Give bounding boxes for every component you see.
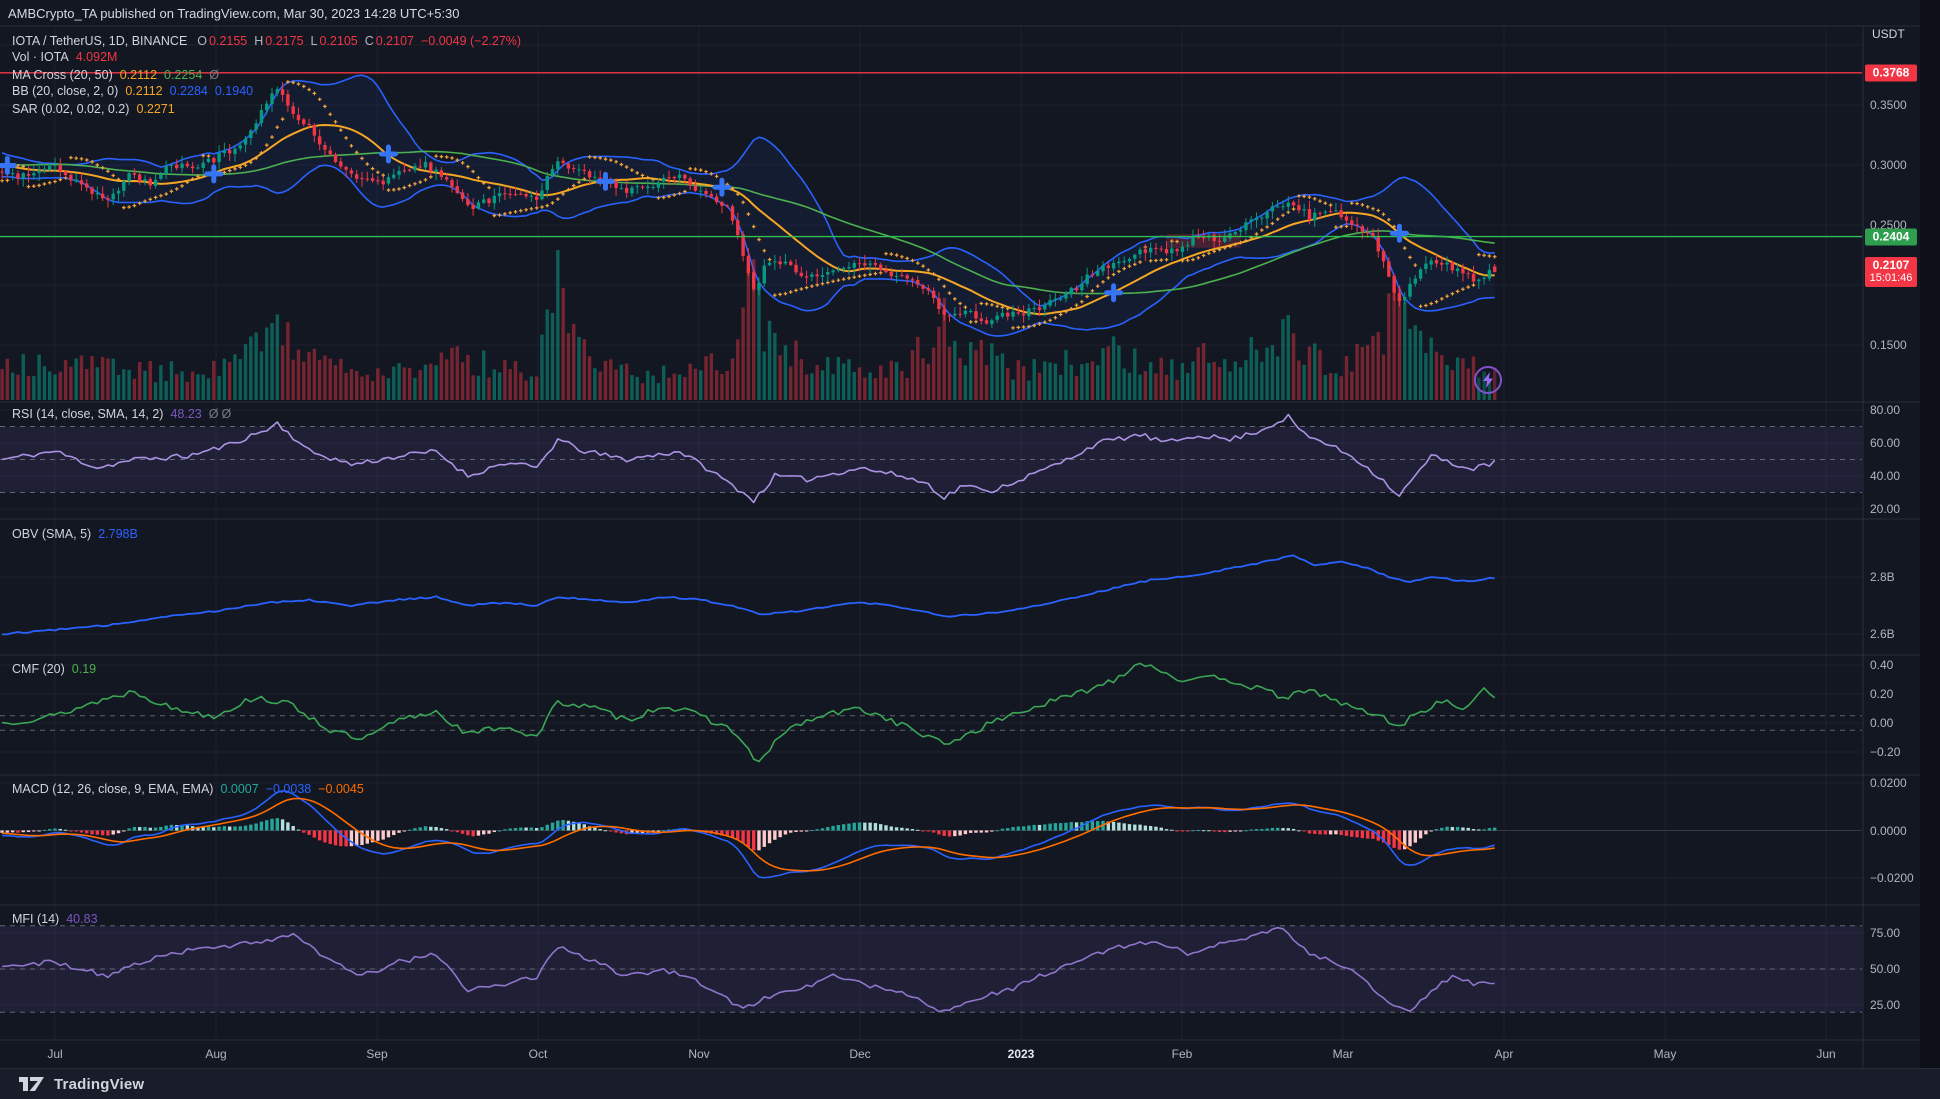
legend-segment: 0.2271	[136, 102, 175, 116]
legend-bollinger-row[interactable]: BB (20, close, 2, 0) 0.2112 0.2284 0.1940	[12, 83, 260, 99]
time-axis-label: Dec	[849, 1047, 871, 1061]
axis-tick-label: 0.40	[1870, 658, 1894, 672]
legend-segment: L	[310, 34, 318, 48]
legend-segment: 0.2105	[319, 34, 358, 48]
legend-segment: CMF (20)	[12, 662, 65, 676]
attribution-text: AMBCrypto_TA published on TradingView.co…	[8, 5, 460, 21]
legend-segment: SAR (0.02, 0.02, 0.2)	[12, 102, 130, 116]
legend-ma-cross-row[interactable]: MA Cross (20, 50) 0.2112 0.2254 Ø	[12, 67, 226, 83]
time-axis-label: Jun	[1816, 1047, 1836, 1061]
legend-segment: Ø	[221, 407, 232, 421]
legend-segment: O	[197, 34, 208, 48]
legend-volume-row[interactable]: Vol · IOTA 4.092M	[12, 49, 124, 65]
legend-segment: 0.2112	[125, 84, 163, 98]
legend-segment: IOTA / TetherUS, 1D, BINANCE	[12, 34, 188, 48]
axis-tick-label: 0.1500	[1870, 338, 1907, 352]
legend-segment: 0.2254	[164, 68, 203, 82]
right-margin	[1920, 0, 1940, 1068]
legend-segment: MACD (12, 26, close, 9, EMA, EMA)	[12, 782, 214, 796]
axis-tick-label: 0.0200	[1870, 776, 1907, 790]
legend-segment: 0.1940	[214, 84, 254, 98]
time-axis-label: Nov	[688, 1047, 710, 1061]
legend-segment: 0.2112	[119, 68, 158, 82]
legend-segment: MFI (14)	[12, 912, 60, 926]
legend-sar-row[interactable]: SAR (0.02, 0.02, 0.2) 0.2271	[12, 101, 182, 117]
legend-segment: 48.23	[170, 407, 202, 421]
legend-segment: C	[364, 34, 374, 48]
axis-tick-label: 50.00	[1870, 962, 1901, 976]
legend-cmf-row[interactable]: CMF (20) 0.19	[12, 661, 103, 677]
legend-macd-row[interactable]: MACD (12, 26, close, 9, EMA, EMA) 0.0007−…	[12, 781, 371, 797]
price-badge-alert: 0.2404	[1865, 228, 1917, 246]
time-axis-label: Sep	[366, 1047, 388, 1061]
footer-bar: TradingView	[0, 1068, 1940, 1099]
time-axis-label: Jul	[47, 1047, 63, 1061]
legend-segment: 40.83	[66, 912, 98, 926]
lightning-icon	[1483, 372, 1493, 388]
axis-tick-label: 20.00	[1870, 502, 1901, 516]
time-axis-label: Feb	[1171, 1047, 1193, 1061]
currency-label: USDT	[1872, 27, 1905, 41]
legend-obv-row[interactable]: OBV (SMA, 5) 2.798B	[12, 526, 145, 542]
last-price: 0.2107	[1872, 258, 1910, 272]
legend-segment: H	[254, 34, 264, 48]
time-axis-label: Oct	[528, 1047, 548, 1061]
axis-tick-label: 0.20	[1870, 687, 1894, 701]
legend-segment: 0.19	[71, 662, 97, 676]
legend-segment: 0.2107	[375, 34, 414, 48]
tradingview-logo[interactable]	[18, 1076, 46, 1093]
legend-segment: −0.0049 (−2.27%)	[420, 34, 522, 48]
legend-segment: BB (20, close, 2, 0)	[12, 84, 119, 98]
legend-segment: 0.0007	[220, 782, 259, 796]
time-axis-label: Apr	[1494, 1047, 1514, 1061]
legend-mfi-row[interactable]: MFI (14) 40.83	[12, 911, 105, 927]
axis-tick-label: 40.00	[1870, 469, 1901, 483]
axis-tick-label: 0.3000	[1870, 158, 1907, 172]
axis-tick-label: 0.3500	[1870, 98, 1907, 112]
legend-segment: −0.0045	[318, 782, 364, 796]
legend-segment: 0.2284	[169, 84, 208, 98]
time-axis-label: 2023	[1007, 1047, 1035, 1061]
legend-rsi-row[interactable]: RSI (14, close, SMA, 14, 2) 48.23 Ø Ø	[12, 406, 238, 422]
price-badge-high: 0.3768	[1865, 64, 1917, 82]
axis-tick-label: 2.8B	[1870, 570, 1895, 584]
legend-symbol-row[interactable]: IOTA / TetherUS, 1D, BINANCE O 0.2155 H 0.21…	[12, 33, 528, 49]
axis-tick-label: 75.00	[1870, 926, 1901, 940]
legend-segment: MA Cross (20, 50)	[12, 68, 113, 82]
price-scale[interactable]	[1863, 26, 1920, 1040]
legend-segment: 2.798B	[98, 527, 138, 541]
axis-tick-label: −0.0200	[1870, 871, 1914, 885]
time-axis-label: May	[1653, 1047, 1677, 1061]
axis-tick-label: 0.0000	[1870, 824, 1907, 838]
axis-tick-label: −0.20	[1870, 745, 1901, 759]
axis-tick-label: 80.00	[1870, 403, 1901, 417]
legend-segment: 4.092M	[75, 50, 118, 64]
attribution-bar: AMBCrypto_TA published on TradingView.co…	[0, 0, 1940, 26]
axis-tick-label: 60.00	[1870, 436, 1901, 450]
axis-tick-label: 2.6B	[1870, 627, 1895, 641]
legend-segment: RSI (14, close, SMA, 14, 2)	[12, 407, 164, 421]
legend-segment: OBV (SMA, 5)	[12, 527, 92, 541]
time-axis[interactable]	[0, 1040, 1862, 1068]
legend-segment: 0.2175	[265, 34, 304, 48]
lightning-button[interactable]	[1474, 366, 1502, 394]
price-badge-last: 0.2107 15:01:46	[1865, 257, 1917, 287]
legend-segment: 0.2155	[209, 34, 248, 48]
time-axis-label: Aug	[205, 1047, 227, 1061]
tradingview-brand[interactable]: TradingView	[54, 1075, 145, 1093]
axis-tick-label: 25.00	[1870, 998, 1901, 1012]
legend-segment: Ø	[209, 68, 220, 82]
legend-segment: −0.0038	[265, 782, 312, 796]
time-axis-label: Mar	[1332, 1047, 1354, 1061]
axis-tick-label: 0.00	[1870, 716, 1894, 730]
bar-countdown: 15:01:46	[1869, 272, 1913, 284]
legend-segment: Vol · IOTA	[12, 50, 69, 64]
legend-segment: Ø	[208, 407, 219, 421]
